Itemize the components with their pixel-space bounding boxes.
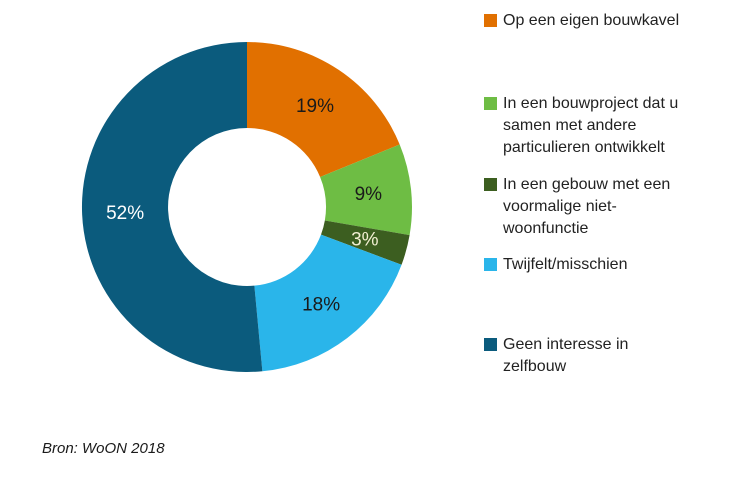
legend-label: In een gebouw met een voormalige niet- w… — [503, 176, 671, 237]
donut-slice-0 — [247, 42, 400, 178]
slice-percentage-label: 3% — [351, 229, 379, 250]
legend-label: Twijfelt/misschien — [503, 256, 628, 273]
legend-swatch-light-green — [484, 97, 497, 110]
donut-slice-4 — [81, 42, 263, 372]
donut-slice-3 — [254, 234, 402, 372]
slice-percentage-label: 19% — [296, 96, 334, 117]
slice-percentage-label: 9% — [355, 184, 383, 205]
legend-item-bouwproject: In een bouwproject dat u samen met ander… — [484, 93, 736, 159]
legend-label: Op een eigen bouwkavel — [503, 12, 680, 29]
slice-percentage-label: 52% — [106, 203, 144, 224]
legend-swatch-dark-green — [484, 178, 497, 191]
legend-label: In een bouwproject dat u samen met ander… — [503, 95, 679, 156]
source-note: Bron: WoON 2018 — [42, 440, 165, 457]
legend-item-twijfelt: Twijfelt/misschien — [484, 254, 736, 276]
slice-percentage-label: 18% — [302, 294, 340, 315]
donut-slice-1 — [320, 144, 412, 236]
legend-swatch-dark-blue — [484, 338, 497, 351]
legend-item-geen-interesse: Geen interesse in zelfbouw — [484, 334, 736, 378]
legend-swatch-orange — [484, 14, 497, 27]
donut-chart: 19% 9% 3% 18% 52% — [81, 42, 412, 372]
legend-item-eigen-bouwkavel: Op een eigen bouwkavel — [484, 10, 736, 32]
legend-item-gebouw-niet-woonfunctie: In een gebouw met een voormalige niet- w… — [484, 174, 736, 240]
legend-swatch-light-blue — [484, 258, 497, 271]
donut-slice-2 — [321, 220, 410, 265]
legend-label: Geen interesse in zelfbouw — [503, 336, 629, 375]
